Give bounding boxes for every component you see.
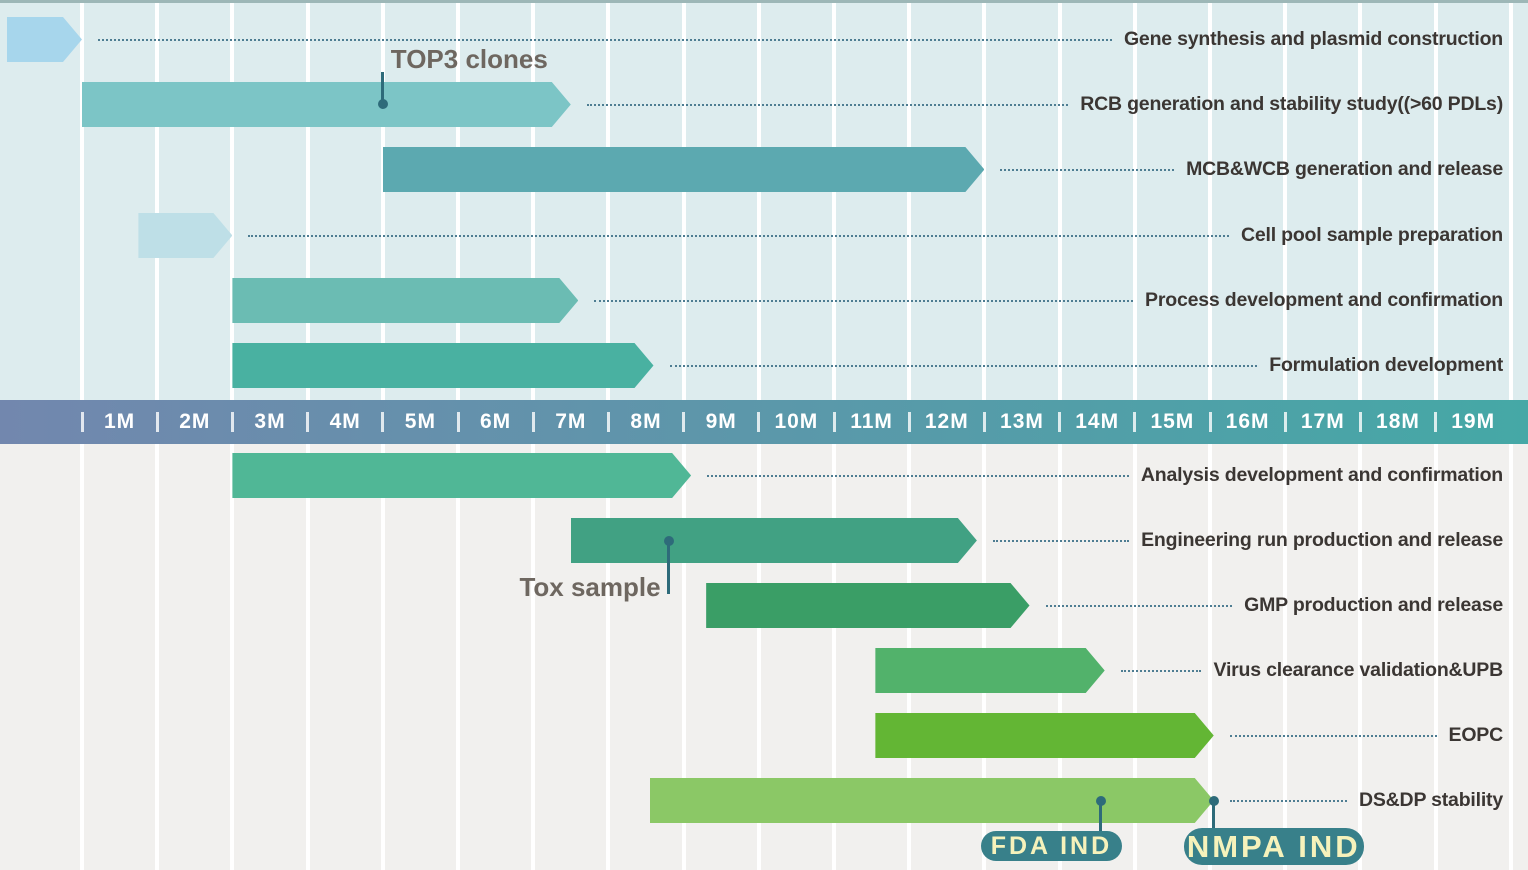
annotation-line: [381, 72, 385, 100]
axis-month-label: 16M: [1225, 410, 1270, 433]
axis-month-label: 2M: [179, 410, 211, 433]
axis-month-label: 3M: [254, 410, 286, 433]
axis-tick: [456, 412, 460, 432]
axis-tick: [682, 412, 686, 432]
section-development: [0, 3, 1528, 400]
task-label: Process development and confirmation: [1145, 289, 1503, 311]
leader-line: [248, 234, 1229, 237]
axis-month-label: 13M: [1000, 410, 1044, 433]
annotation-dot: [1208, 795, 1219, 806]
task-label: Analysis development and confirmation: [1140, 464, 1503, 486]
leader-line: [1045, 604, 1232, 607]
axis-tick: [80, 412, 84, 432]
milestone-fda-ind: FDA IND: [980, 831, 1122, 861]
annotation-line: [1099, 803, 1103, 832]
axis-month-label: 11M: [850, 410, 893, 433]
task-label: Gene synthesis and plasmid construction: [1123, 28, 1503, 50]
axis-month-label: 18M: [1376, 410, 1420, 433]
axis-month-label: 15M: [1150, 410, 1195, 433]
task-label: Virus clearance validation&UPB: [1213, 659, 1503, 681]
axis-month-label: 5M: [404, 410, 436, 433]
axis-month-label: 12M: [924, 410, 969, 433]
axis-tick: [832, 412, 836, 432]
task-label: Engineering run production and release: [1141, 529, 1503, 551]
leader-line: [594, 299, 1133, 302]
axis-tick: [1358, 412, 1362, 432]
task-bar: [138, 213, 232, 258]
axis-tick: [982, 412, 986, 432]
annotation-tox-sample: Tox sample: [519, 572, 661, 602]
annotation-line: [1212, 803, 1216, 830]
top-border: [0, 0, 1528, 3]
axis-tick: [155, 412, 159, 432]
leader-line: [707, 474, 1129, 477]
leader-line: [992, 539, 1129, 542]
axis-month-label: 10M: [774, 410, 819, 433]
leader-line: [669, 364, 1257, 367]
axis-month-label: 19M: [1451, 410, 1496, 433]
task-bar: [232, 278, 578, 323]
axis-tick: [1283, 412, 1287, 432]
annotation-top3-clones: TOP3 clones: [390, 44, 548, 74]
task-label: EOPC: [1448, 724, 1504, 746]
axis-tick: [907, 412, 911, 432]
task-label: RCB generation and stability study((>60 …: [1080, 93, 1503, 115]
leader-line: [1229, 734, 1437, 737]
task-bar: [82, 82, 571, 127]
axis-month-label: 14M: [1075, 410, 1120, 433]
axis-tick: [306, 412, 310, 432]
axis-month-label: 4M: [329, 410, 361, 433]
annotation-dot: [377, 99, 388, 109]
axis-month-label: 1M: [104, 410, 136, 433]
timeline-axis: 1M 2M 3M 4M 5M 6M 7M 8M 9M 10M 11M 12M 13M 14M 15M 16M 1…: [0, 400, 1528, 444]
task-bar: [875, 648, 1104, 693]
leader-line: [1229, 799, 1347, 802]
axis-tick: [1058, 412, 1062, 432]
annotation-dot: [663, 535, 674, 546]
axis-tick: [1208, 412, 1212, 432]
axis-month-label: 8M: [630, 410, 662, 433]
task-bar: [650, 778, 1214, 823]
task-bar: [232, 343, 653, 388]
annotation-line: [667, 545, 671, 594]
task-bar: [875, 713, 1213, 758]
leader-line: [1120, 669, 1201, 672]
axis-month-label: 7M: [555, 410, 587, 433]
axis-tick: [381, 412, 385, 432]
milestone-nmpa-ind: NMPA IND: [1183, 828, 1364, 865]
task-label: Formulation development: [1269, 354, 1503, 376]
axis-month-label: 6M: [480, 410, 512, 433]
task-bar: [706, 583, 1029, 628]
axis-tick: [1434, 412, 1438, 432]
task-bar: [571, 518, 977, 563]
axis-tick: [531, 412, 535, 432]
axis-tick: [606, 412, 610, 432]
task-bar: [383, 147, 985, 192]
axis-tick: [1133, 412, 1137, 432]
task-label: GMP production and release: [1244, 594, 1503, 616]
task-label: Cell pool sample preparation: [1240, 224, 1503, 246]
axis-month-label: 9M: [705, 410, 737, 433]
leader-line: [586, 103, 1068, 106]
leader-line: [98, 38, 1112, 41]
leader-line: [1000, 168, 1174, 171]
axis-month-label: 17M: [1300, 410, 1345, 433]
task-label: MCB&WCB generation and release: [1186, 158, 1503, 180]
axis-tick: [757, 412, 761, 432]
task-label: DS&DP stability: [1358, 789, 1503, 811]
annotation-dot: [1095, 795, 1106, 806]
task-bar: [232, 453, 691, 498]
axis-tick: [230, 412, 234, 432]
